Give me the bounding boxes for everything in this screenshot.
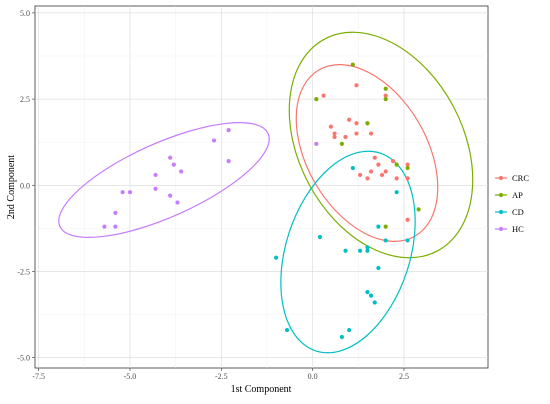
point-crc [332, 134, 337, 140]
legend-key-point [498, 226, 504, 232]
point-crc [365, 176, 370, 181]
y-tick-label: 2.5 [20, 95, 30, 104]
x-tick-label: -2.5 [215, 372, 228, 381]
point-hc [314, 141, 319, 147]
y-tick-label: 0.0 [20, 181, 30, 190]
point-crc [405, 176, 410, 181]
ellipse-hc [58, 122, 270, 238]
point-hc [168, 193, 173, 198]
point-ap [383, 86, 388, 91]
point-cd [383, 238, 388, 243]
point-hc [226, 128, 231, 133]
point-crc [405, 217, 410, 222]
x-axis-ticks: -7.5 -5.0 -2.5 0.0 2.5 [32, 368, 409, 381]
point-hc [168, 155, 173, 160]
point-ap [383, 224, 388, 229]
x-axis-title: 1st Component [231, 384, 292, 395]
point-hc [120, 190, 125, 195]
point-crc [383, 169, 388, 174]
point-hc [179, 169, 184, 174]
point-crc [321, 93, 326, 98]
point-cd [376, 224, 381, 229]
legend-key-point [498, 192, 504, 198]
point-ap [383, 96, 388, 102]
point-ap [314, 96, 319, 102]
point-crc [354, 131, 359, 136]
y-tick-label: -5.0 [17, 354, 30, 363]
point-cd [339, 334, 344, 340]
point-cd [350, 165, 355, 171]
point-crc [368, 169, 374, 174]
point-cd [317, 234, 323, 240]
point-crc [343, 134, 348, 140]
y-tick-label: -2.5 [17, 267, 30, 276]
ellipse-cd [280, 150, 416, 354]
point-hc [127, 190, 133, 195]
point-crc [354, 121, 359, 126]
point-crc [358, 172, 363, 178]
confidence-ellipses [58, 31, 474, 354]
point-ap [394, 162, 399, 167]
y-tick-label: 5.0 [20, 9, 30, 18]
point-ap [416, 207, 421, 212]
data-points [102, 62, 421, 340]
y-axis-ticks: -5.0 -2.5 0.0 2.5 5.0 [17, 9, 35, 363]
point-cd [405, 238, 410, 243]
point-hc [226, 159, 231, 164]
point-crc [354, 83, 359, 88]
point-ap [405, 165, 410, 171]
point-cd [394, 190, 399, 195]
grid [35, 6, 488, 368]
point-hc [175, 200, 180, 205]
point-cd [376, 265, 381, 271]
legend: CRC AP CD HC [495, 173, 529, 234]
point-cd [365, 245, 370, 250]
point-crc [372, 155, 377, 160]
legend-label-hc: HC [512, 224, 524, 234]
point-crc [383, 93, 388, 98]
legend-label-crc: CRC [512, 173, 529, 183]
point-crc [328, 124, 334, 129]
x-tick-label: 2.5 [399, 372, 409, 381]
x-tick-label: -5.0 [124, 372, 137, 381]
point-ap [339, 141, 344, 147]
legend-key-point [498, 175, 504, 181]
point-hc [211, 138, 217, 143]
point-cd [368, 293, 374, 298]
point-hc [153, 172, 158, 178]
point-crc [379, 172, 385, 178]
point-cd [365, 290, 370, 295]
point-hc [102, 224, 107, 229]
point-hc [113, 224, 118, 229]
legend-key-point [498, 209, 504, 215]
x-tick-label: -7.5 [32, 372, 45, 381]
y-axis-title: 2nd Component [6, 155, 17, 219]
point-cd [365, 248, 370, 253]
point-cd [372, 300, 377, 305]
point-hc [113, 210, 118, 215]
legend-label-cd: CD [512, 207, 524, 217]
point-ap [365, 121, 370, 126]
point-crc [368, 131, 374, 136]
legend-label-ap: AP [512, 190, 523, 200]
point-crc [405, 162, 410, 167]
point-cd [274, 255, 279, 260]
x-tick-label: 0.0 [308, 372, 318, 381]
point-cd [358, 248, 363, 253]
point-crc [390, 159, 396, 164]
point-cd [284, 327, 290, 333]
point-crc [347, 117, 352, 122]
point-crc [394, 176, 399, 181]
point-ap [350, 62, 355, 67]
point-hc [153, 186, 158, 191]
point-crc [376, 162, 381, 167]
plot-panel [34, 5, 489, 369]
point-hc [171, 162, 176, 167]
point-crc [332, 131, 337, 136]
point-cd [343, 248, 348, 253]
ellipse-ap [288, 31, 474, 259]
point-cd [347, 327, 352, 333]
